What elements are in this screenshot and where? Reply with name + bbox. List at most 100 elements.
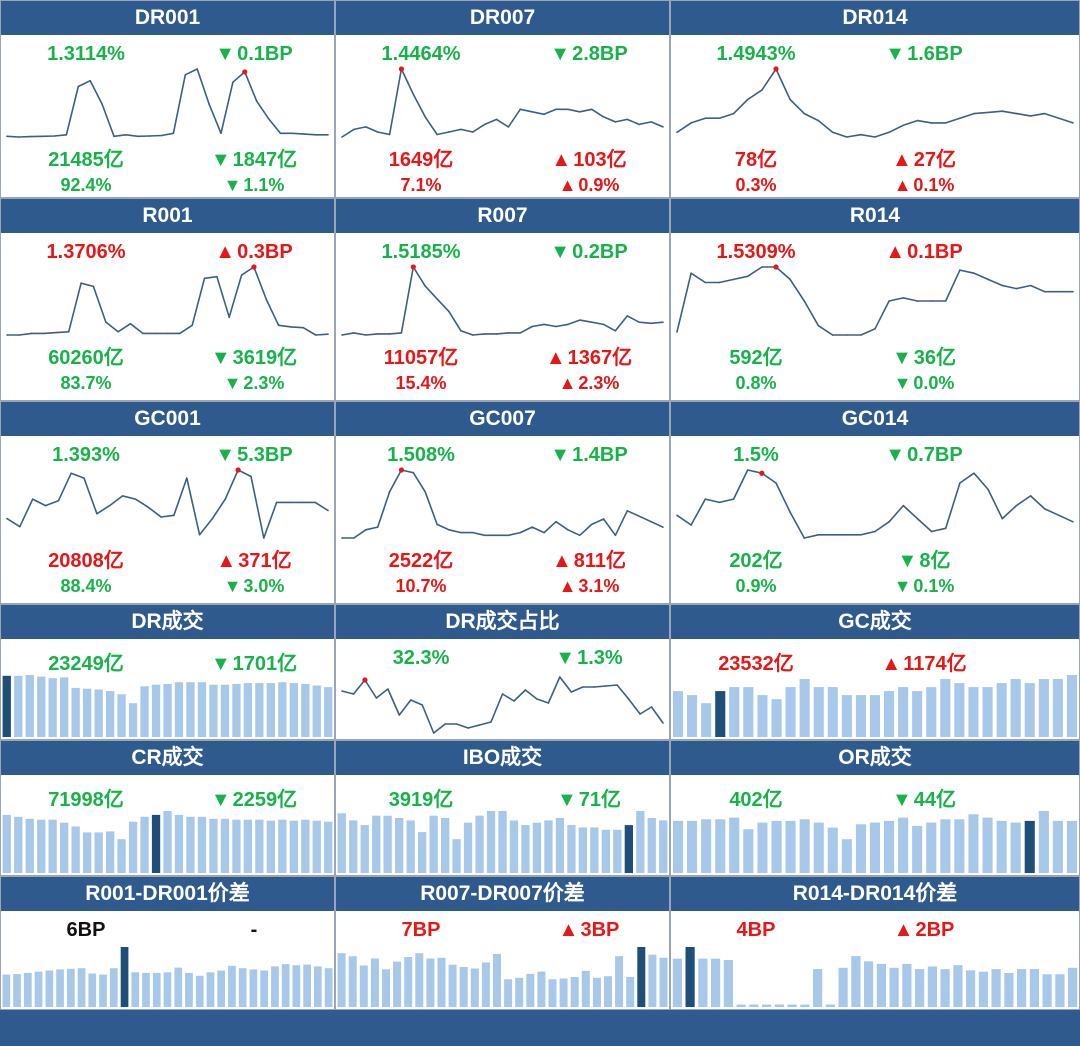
panel-18-bar xyxy=(851,956,861,1007)
panel-14-bar xyxy=(647,818,656,873)
panel-18-bar xyxy=(966,970,976,1007)
panel-11-data-point xyxy=(662,722,664,724)
panel-9-data-point xyxy=(845,533,848,536)
panel-13-bar xyxy=(71,826,80,873)
panel-8-data-point xyxy=(483,534,486,537)
panel-7-data-point xyxy=(134,498,137,500)
panel-9-data-point xyxy=(775,482,777,484)
panel-2-rate-text: 1.4464% xyxy=(381,43,461,65)
triangle-down-icon: ▼ xyxy=(210,789,231,811)
panel-6-data-point xyxy=(987,278,989,281)
panel-17-bar xyxy=(426,958,435,1007)
panel-18-bar-current xyxy=(685,947,695,1007)
footer-bar xyxy=(0,1010,1080,1046)
panel-13-bar xyxy=(278,819,287,873)
panel-1-data-point xyxy=(184,74,187,76)
panel-6-volume-change: ▼ 36亿 xyxy=(892,341,956,370)
panel-6-share-text: 0.8% xyxy=(735,373,777,393)
panel-8-data-point xyxy=(495,534,498,537)
panel-1-data-point xyxy=(29,135,32,138)
panel-9-rate-change: ▼ 0.7BP xyxy=(885,444,962,467)
triangle-up-icon: ▲ xyxy=(558,373,577,393)
panel-3-rate-change: ▼ 1.6BP xyxy=(885,43,962,66)
panel-1-series-line xyxy=(6,68,328,138)
panel-17-chart xyxy=(337,947,668,1007)
panel-12: GC成交 23532亿 ▲ 1174亿 xyxy=(670,604,1080,740)
panel-7-rate-text: 1.393% xyxy=(52,444,120,466)
panel-4-volume-change: ▼ 3619亿 xyxy=(211,341,297,370)
panel-9-rate-change-text: 0.7BP xyxy=(907,444,963,466)
panel-15-bar xyxy=(912,825,923,873)
panel-1-data-point xyxy=(148,135,151,137)
panel-1-data-point xyxy=(65,134,68,136)
panel-14-bar xyxy=(418,832,427,873)
panel-9-data-point xyxy=(718,501,721,504)
panel-8-volume-text: 2522亿 xyxy=(388,550,454,572)
panel-2-data-point xyxy=(412,93,415,95)
panel-5-volume-change-text: 1367亿 xyxy=(567,347,633,369)
panel-12-bar xyxy=(687,695,698,737)
panel-9-data-point xyxy=(888,521,890,523)
panel-16-bar xyxy=(228,965,236,1007)
panel-3-data-point xyxy=(789,98,791,101)
panel-12-bar xyxy=(912,691,923,737)
panel-1-title: DR001 xyxy=(1,1,334,35)
panel-4-data-point xyxy=(216,275,218,278)
panel-18-bar xyxy=(1029,969,1039,1007)
panel-2-data-point xyxy=(460,128,462,131)
panel-9-data-point xyxy=(803,537,806,539)
panel-1-rate-text: 1.3114% xyxy=(47,43,125,65)
panel-12-bar xyxy=(898,687,909,737)
panel-7-series-line xyxy=(6,469,329,539)
panel-6-data-point xyxy=(916,300,919,302)
panel-16-bar xyxy=(249,969,258,1007)
panel-6-data-point xyxy=(874,328,876,330)
panel-12-bar xyxy=(940,679,951,737)
panel-18-change: ▲ 2BP xyxy=(894,919,955,942)
panel-3-volume: 78亿 xyxy=(735,143,777,172)
panel-2-data-point xyxy=(507,126,510,128)
panel-3-volume-change-text: 27亿 xyxy=(913,149,957,171)
panel-7-data-point xyxy=(57,499,60,502)
panel-17-bar xyxy=(592,977,601,1007)
panel-18-bar xyxy=(1068,967,1078,1007)
panel-5-data-point xyxy=(614,329,617,332)
panel-8-series-line xyxy=(342,469,664,539)
panel-2-volume-change: ▲ 103亿 xyxy=(551,143,626,172)
panel-5-data-point xyxy=(364,334,367,336)
panel-4-data-point xyxy=(179,332,181,335)
panel-7-data-point xyxy=(250,475,252,478)
panel-8-title: GC007 xyxy=(336,402,669,436)
panel-2-data-point xyxy=(555,108,557,111)
panel-6-chart xyxy=(676,264,1074,336)
panel-9-volume-change-text: 8亿 xyxy=(919,550,951,572)
panel-6-rate: 1.5309% xyxy=(717,241,796,264)
panel-16: R001-DR001价差 6BP - xyxy=(0,876,335,1010)
panel-13-bar xyxy=(25,818,34,873)
panel-5-data-point xyxy=(638,321,641,324)
panel-14-bar xyxy=(521,825,530,873)
panel-11-data-point xyxy=(352,693,355,695)
triangle-up-icon: ▲ xyxy=(216,550,237,572)
panel-12-bar xyxy=(827,687,838,737)
panel-12-bar-current xyxy=(715,691,726,737)
panel-14-bar xyxy=(337,813,346,873)
panel-14-title: IBO成交 xyxy=(336,741,669,775)
panel-5-data-point xyxy=(424,285,427,287)
panel-5-rate: 1.5185% xyxy=(382,241,461,264)
panel-4-title: R001 xyxy=(1,199,334,233)
panel-13-bar xyxy=(324,821,333,873)
panel-18-bar xyxy=(711,958,721,1007)
panel-15-value: 402亿 xyxy=(729,783,782,812)
panel-16-bar xyxy=(152,972,161,1007)
panel-10-bar xyxy=(83,688,92,737)
panel-18-bar xyxy=(889,967,899,1007)
panel-2-data-point xyxy=(471,131,474,133)
triangle-down-icon: ▼ xyxy=(223,175,242,195)
triangle-up-icon: ▲ xyxy=(545,347,566,369)
panel-2-data-point xyxy=(376,131,379,133)
panel-16-bar xyxy=(24,972,32,1007)
panel-13-bar xyxy=(37,819,46,873)
panel-13-bar xyxy=(94,832,103,873)
panel-6-data-point xyxy=(718,281,721,284)
